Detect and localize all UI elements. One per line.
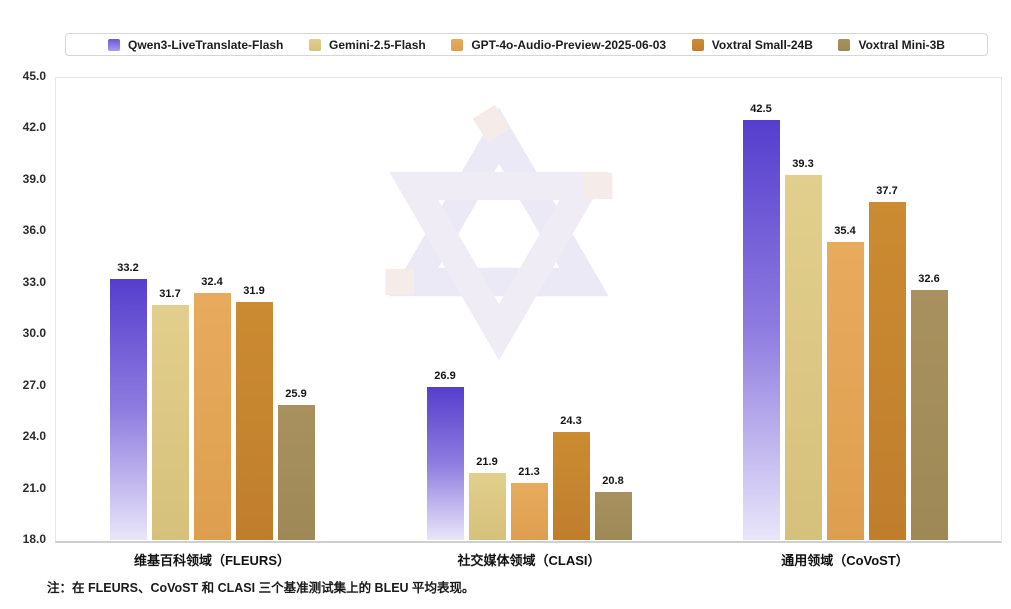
bar-value-label: 20.8: [602, 474, 624, 487]
legend-item-gpt-4o-audio-preview-2025-06-03: GPT-4o-Audio-Preview-2025-06-03: [451, 38, 666, 52]
bar-value-label: 37.7: [876, 185, 898, 198]
bar-voxtral-mini-3b-1: [277, 404, 315, 540]
bar-voxtral-mini-3b-3: [910, 289, 948, 540]
y-axis-tick-label: 27.0: [22, 377, 46, 392]
y-axis-tick-label: 33.0: [22, 274, 46, 289]
bar-qwen3-livetranslate-flash-1: [109, 279, 147, 540]
bar-value-label: 31.7: [159, 288, 181, 301]
bar-gemini-2-5-flash-3: [784, 174, 822, 540]
legend-item-qwen3-livetranslate-flash: Qwen3-LiveTranslate-Flash: [108, 38, 283, 52]
bar-value-label: 32.6: [918, 272, 940, 285]
y-axis-tick-label: 36.0: [22, 223, 46, 238]
bar-voxtral-mini-3b-2: [594, 491, 632, 540]
bar-value-label: 42.5: [750, 102, 772, 115]
bar-value-label: 21.3: [518, 466, 540, 479]
bar-value-label: 35.4: [834, 224, 856, 237]
legend-item-voxtral-mini-3b: Voxtral Mini-3B: [838, 37, 945, 52]
legend-label: Voxtral Small-24B: [711, 37, 813, 52]
chart-legend: Qwen3-LiveTranslate-Flash Gemini-2.5-Flas…: [65, 33, 988, 56]
y-axis-tick-label: 45.0: [22, 69, 46, 83]
bar-value-label: 21.9: [476, 456, 498, 469]
bar-voxtral-small-24b-1: [235, 301, 273, 540]
legend-label: Qwen3-LiveTranslate-Flash: [128, 37, 284, 52]
bar-gemini-2-5-flash-1: [151, 305, 189, 540]
legend-swatch-icon: [691, 38, 704, 51]
bar-gpt-4o-audio-preview-2025-06-03-2: [510, 483, 548, 540]
y-axis-tick-label: 24.0: [22, 429, 46, 444]
bar-value-label: 25.9: [285, 387, 307, 400]
bar-voxtral-small-24b-2: [552, 431, 590, 540]
x-axis-label: 通用领域（CoVoST）: [781, 553, 909, 568]
legend-label: GPT-4o-Audio-Preview-2025-06-03: [471, 37, 667, 52]
bar-value-label: 31.9: [243, 284, 265, 297]
legend-label: Voxtral Mini-3B: [858, 37, 945, 52]
bar-qwen3-livetranslate-flash-3: [742, 119, 780, 540]
y-axis-tick-label: 39.0: [22, 171, 46, 186]
bar-value-label: 24.3: [560, 414, 582, 427]
bar-gemini-2-5-flash-2: [468, 473, 506, 540]
bar-value-label: 26.9: [434, 370, 456, 383]
bar-value-label: 32.4: [201, 276, 223, 289]
y-axis-tick-label: 30.0: [22, 326, 46, 341]
bar-value-label: 39.3: [792, 157, 814, 170]
legend-item-voxtral-small-24b: Voxtral Small-24B: [691, 37, 813, 52]
x-axis-label: 社交媒体领域（CLASI）: [457, 553, 601, 568]
legend-item-gemini-2-5-flash: Gemini-2.5-Flash: [309, 38, 426, 52]
y-axis-tick-label: 42.0: [22, 120, 46, 135]
footnote: 注：在 FLEURS、CoVoST 和 CLASI 三个基准测试集上的 BLEU…: [47, 581, 475, 595]
legend-swatch-icon: [108, 38, 120, 51]
bar-gpt-4o-audio-preview-2025-06-03-3: [826, 241, 864, 540]
bar-voxtral-small-24b-3: [868, 202, 906, 540]
bar-value-label: 33.2: [117, 262, 139, 275]
legend-swatch-icon: [309, 38, 322, 51]
legend-swatch-icon: [838, 38, 851, 51]
y-axis-tick-label: 21.0: [22, 480, 46, 495]
x-axis-label: 维基百科领域（FLEURS）: [133, 553, 290, 568]
y-axis-tick-label: 18.0: [22, 532, 46, 546]
bar-qwen3-livetranslate-flash-2: [426, 387, 464, 540]
legend-label: Gemini-2.5-Flash: [329, 37, 426, 52]
bar-gpt-4o-audio-preview-2025-06-03-1: [193, 293, 231, 540]
legend-swatch-icon: [451, 38, 464, 51]
